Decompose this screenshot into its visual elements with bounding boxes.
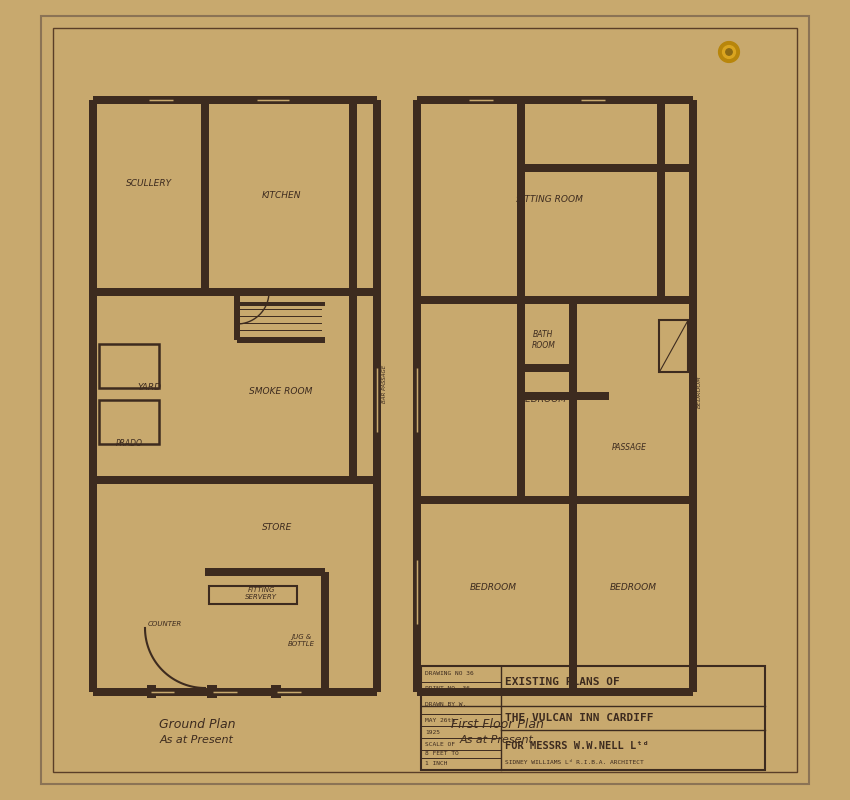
Text: SCULLERY: SCULLERY	[126, 179, 172, 189]
Bar	[237, 302, 325, 306]
Bar	[93, 688, 377, 695]
Bar	[89, 100, 97, 292]
Text: BEDROOM: BEDROOM	[469, 583, 517, 593]
Bar	[235, 292, 240, 340]
Text: 8 FEET TO: 8 FEET TO	[425, 751, 459, 756]
Bar	[689, 100, 697, 692]
Bar	[209, 586, 297, 604]
Bar	[93, 476, 205, 483]
Bar	[205, 568, 325, 576]
Bar	[205, 288, 377, 295]
Bar	[521, 364, 573, 371]
Text: SMOKE ROOM: SMOKE ROOM	[249, 387, 313, 397]
Bar	[89, 480, 97, 692]
Bar	[89, 292, 97, 480]
Text: Ground Plan: Ground Plan	[159, 718, 235, 730]
Bar	[417, 688, 693, 695]
Bar	[146, 685, 156, 698]
Text: As at Present: As at Present	[460, 735, 534, 745]
Text: 1 INCH: 1 INCH	[425, 761, 447, 766]
Bar	[417, 296, 693, 303]
Text: EXISTING PLANS OF: EXISTING PLANS OF	[505, 677, 620, 686]
Text: SIDNEY WILLIAMS Lᵈ R.I.B.A. ARCHITECT: SIDNEY WILLIAMS Lᵈ R.I.B.A. ARCHITECT	[505, 760, 643, 765]
Bar	[205, 288, 377, 295]
Text: THE VULCAN INN CARDIFF: THE VULCAN INN CARDIFF	[505, 713, 654, 722]
Bar	[93, 288, 205, 295]
Bar	[93, 96, 377, 103]
Bar	[205, 476, 377, 483]
Bar	[207, 685, 217, 698]
Bar	[271, 685, 281, 698]
Bar	[660, 320, 688, 372]
Text: First Floor Plan: First Floor Plan	[450, 718, 543, 730]
Text: As at Present: As at Present	[160, 735, 234, 745]
Bar	[657, 100, 665, 300]
Circle shape	[722, 46, 735, 58]
Bar	[421, 666, 765, 770]
Bar	[201, 100, 208, 292]
Bar	[205, 476, 353, 483]
Bar	[521, 392, 609, 399]
Text: 1925: 1925	[425, 730, 440, 734]
Text: BATH
ROOM: BATH ROOM	[531, 330, 555, 350]
Text: DRAWN BY W.: DRAWN BY W.	[425, 702, 467, 706]
Text: BEDROOM: BEDROOM	[520, 395, 567, 405]
Circle shape	[726, 49, 732, 55]
Bar	[413, 100, 421, 692]
Text: FOR MESSRS W.W.NELL Lᵗᵈ: FOR MESSRS W.W.NELL Lᵗᵈ	[505, 741, 649, 750]
Bar	[349, 100, 357, 480]
Bar	[570, 500, 576, 692]
Text: JUG &
BOTTLE: JUG & BOTTLE	[287, 634, 314, 646]
Bar	[237, 338, 325, 342]
Text: YARD: YARD	[137, 383, 161, 393]
Bar	[521, 164, 693, 171]
Text: BEDROOM: BEDROOM	[609, 583, 656, 593]
Bar	[93, 288, 205, 295]
Text: COUNTER: COUNTER	[148, 621, 182, 627]
Bar	[417, 496, 693, 504]
Text: SITTING ROOM: SITTING ROOM	[516, 195, 582, 205]
Bar	[518, 100, 524, 300]
Text: SCALE OF: SCALE OF	[425, 742, 455, 746]
Text: PRADO: PRADO	[116, 439, 143, 449]
Text: BAR PASSAGE: BAR PASSAGE	[382, 365, 387, 403]
Text: MAY 26th: MAY 26th	[425, 718, 455, 722]
Circle shape	[718, 42, 740, 62]
Text: DRAWING NO 36: DRAWING NO 36	[425, 671, 473, 676]
Bar	[99, 344, 160, 388]
Text: PASSAGE: PASSAGE	[611, 443, 647, 453]
Bar	[99, 400, 160, 444]
Bar	[570, 300, 576, 500]
Text: STORE: STORE	[262, 523, 292, 533]
Bar	[373, 100, 381, 692]
Text: PRINT NO  36: PRINT NO 36	[425, 686, 470, 690]
Bar	[321, 572, 329, 692]
Bar	[417, 96, 693, 103]
Bar	[518, 300, 524, 500]
Text: KITCHEN: KITCHEN	[261, 191, 301, 201]
Text: FITTING
SERVERY: FITTING SERVERY	[245, 587, 277, 600]
Text: BEDROOM: BEDROOM	[697, 376, 702, 408]
